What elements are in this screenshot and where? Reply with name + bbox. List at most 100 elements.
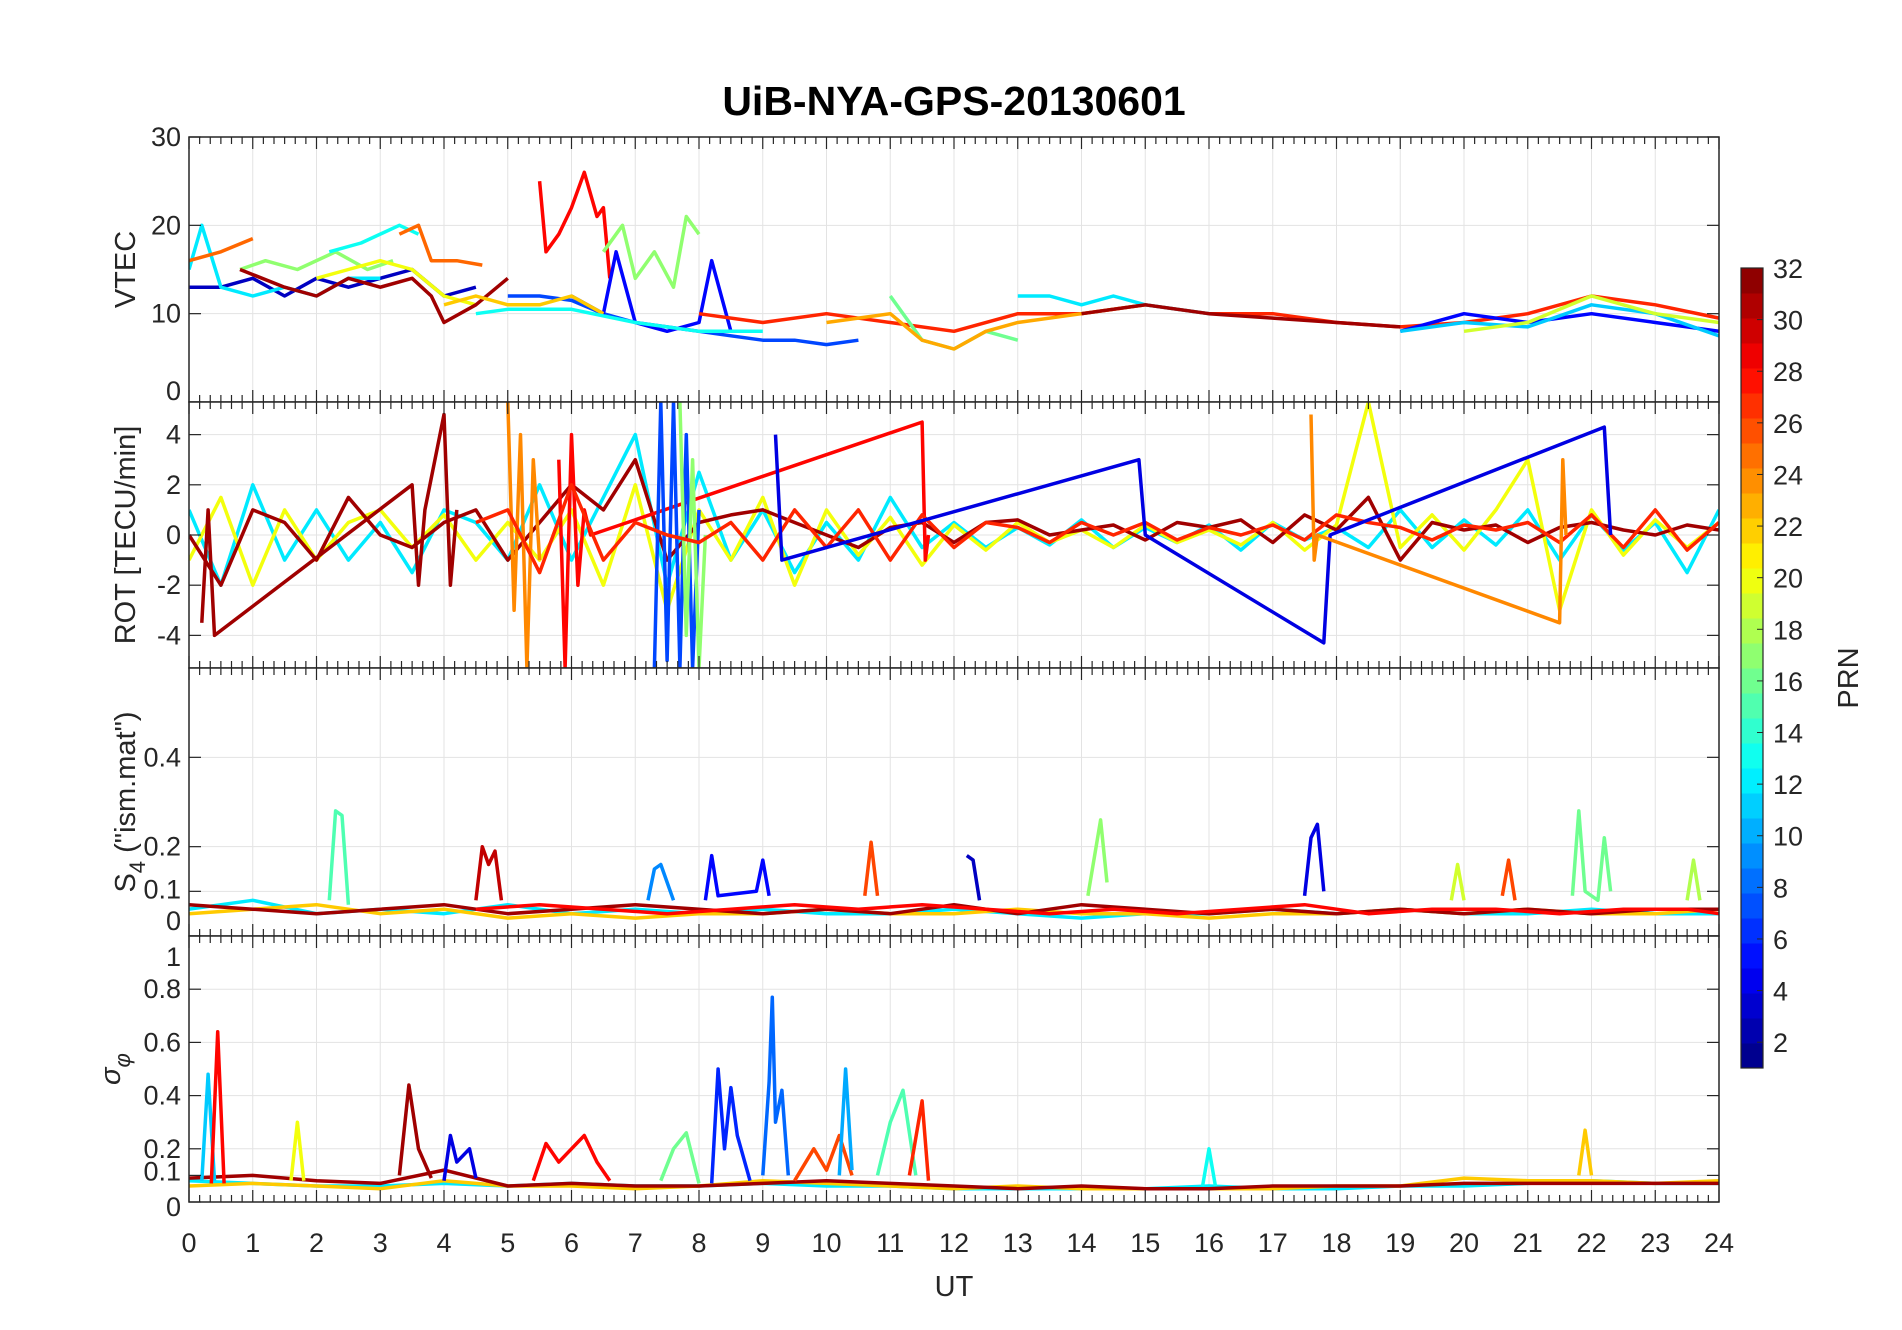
x-tick-label: 2 (309, 1228, 324, 1258)
y-axis-label-suffix: ("ism.mat") (110, 711, 142, 860)
series-prn-4 (773, 425, 1613, 645)
series-prn-13 (1200, 1147, 1218, 1187)
x-tick-label: 16 (1194, 1228, 1224, 1258)
x-tick-label: 12 (939, 1228, 969, 1258)
colorbar-band (1741, 668, 1763, 694)
y-tick-label: 0.4 (143, 742, 181, 772)
y-tick-label: 4 (166, 420, 181, 450)
series-prn-30 (474, 844, 504, 901)
series-prn-4 (442, 1133, 478, 1181)
x-tick-label: 17 (1258, 1228, 1288, 1258)
colorbar-tick-label: 14 (1773, 719, 1803, 749)
series-prn-17 (601, 214, 701, 289)
colorbar-tick-label: 4 (1773, 977, 1788, 1007)
colorbar-band (1741, 493, 1763, 519)
colorbar-tick-label: 32 (1773, 254, 1803, 284)
y-axis-label-main: VTEC (110, 231, 142, 308)
x-tick-label: 1 (245, 1228, 260, 1258)
colorbar-band (1741, 568, 1763, 594)
series-prn-20 (189, 402, 1719, 613)
colorbar-label: PRN (1833, 647, 1865, 708)
colorbar-band (1741, 743, 1763, 769)
colorbar-band (1741, 393, 1763, 419)
x-tick-label: 10 (811, 1228, 841, 1258)
y-tick-label: 30 (151, 122, 181, 152)
colorbar-band (1741, 368, 1763, 394)
colorbar-band (1741, 318, 1763, 344)
x-tick-label: 8 (691, 1228, 706, 1258)
y-tick-label: 0.1 (143, 874, 181, 904)
y-tick-label: 0.4 (143, 1081, 181, 1111)
x-tick-label: 15 (1130, 1228, 1160, 1258)
series-prn-25 (398, 223, 483, 267)
colorbar-band (1741, 968, 1763, 994)
y-axis-label: ROT [TECU/min] (110, 426, 142, 645)
series-prn-20 (289, 1120, 306, 1181)
panel-3: 00.1 0.2 0.4S4 ("ism.mat") (110, 667, 1720, 937)
y-axis-label: S4 ("ism.mat") (110, 711, 150, 892)
series-prn-20 (316, 258, 477, 307)
colorbar-tick-label: 28 (1773, 357, 1803, 387)
y-tick-label: 0 (166, 376, 181, 406)
colorbar-band (1741, 718, 1763, 744)
colorbar-band (1741, 893, 1763, 919)
colorbar-tick-label: 10 (1773, 822, 1803, 852)
series-prn-16 (659, 1131, 701, 1184)
x-tick-label: 6 (564, 1228, 579, 1258)
colorbar-band (1741, 643, 1763, 669)
series-prn-27 (907, 1099, 931, 1181)
colorbar-tick-label: 24 (1773, 460, 1803, 490)
series-prn-18 (1685, 858, 1702, 901)
colorbar-band (1741, 293, 1763, 319)
y-tick-label: 0.2 (143, 832, 181, 862)
y-tick-label: 0 (166, 1192, 181, 1222)
y-tick-label: 0.1 (143, 1156, 181, 1186)
colorbar-tick-label: 30 (1773, 306, 1803, 336)
series-prn-17 (1086, 818, 1109, 897)
colorbar-band (1741, 793, 1763, 819)
series-prn-28 (531, 1133, 612, 1182)
colorbar-band (1741, 593, 1763, 619)
series-prn-19 (1449, 862, 1466, 901)
series-group (189, 809, 1719, 920)
series-prn-5 (570, 250, 733, 334)
series-prn-26 (793, 1133, 854, 1182)
x-tick-label: 19 (1385, 1228, 1415, 1258)
colorbar-tick-label: 18 (1773, 615, 1803, 645)
x-tick-label: 5 (500, 1228, 515, 1258)
series-prn-22 (443, 294, 605, 316)
series-prn-31 (397, 1083, 433, 1179)
y-tick-label: 2 (166, 470, 181, 500)
series-prn-28 (475, 902, 1719, 916)
colorbar-band (1741, 868, 1763, 894)
x-tick-label: 20 (1449, 1228, 1479, 1258)
series-prn-8 (761, 995, 791, 1176)
series-prn-26 (1500, 858, 1517, 901)
x-tick-label: 14 (1066, 1228, 1096, 1258)
series-prn-28 (557, 420, 931, 668)
series-prn-25 (189, 236, 254, 263)
colorbar-band (1741, 618, 1763, 644)
colorbar-tick-label: 22 (1773, 512, 1803, 542)
colorbar-tick-label: 2 (1773, 1028, 1788, 1058)
colorbar-band (1741, 768, 1763, 794)
series-prn-5 (703, 853, 771, 901)
y-tick-label: 0 (166, 520, 181, 550)
series-prn-3 (965, 854, 982, 901)
colorbar-box (1740, 267, 1764, 1069)
x-tick-label: 23 (1640, 1228, 1670, 1258)
x-tick-label: 24 (1704, 1228, 1734, 1258)
y-tick-label: 0 (166, 906, 181, 936)
colorbar-tick-label: 8 (1773, 873, 1788, 903)
y-axis-label: σφ (95, 1053, 135, 1085)
series-prn-15 (327, 809, 351, 905)
series-prn-28 (209, 1030, 226, 1184)
series-prn-23 (826, 303, 1146, 351)
series-prn-31 (189, 902, 1719, 916)
x-tick-label: 22 (1576, 1228, 1606, 1258)
series-prn-24 (1309, 414, 1568, 625)
y-tick-label: 0.8 (143, 974, 181, 1004)
y-tick-label: 0.2 (143, 1134, 181, 1164)
y-tick-label: 0.6 (143, 1027, 181, 1057)
